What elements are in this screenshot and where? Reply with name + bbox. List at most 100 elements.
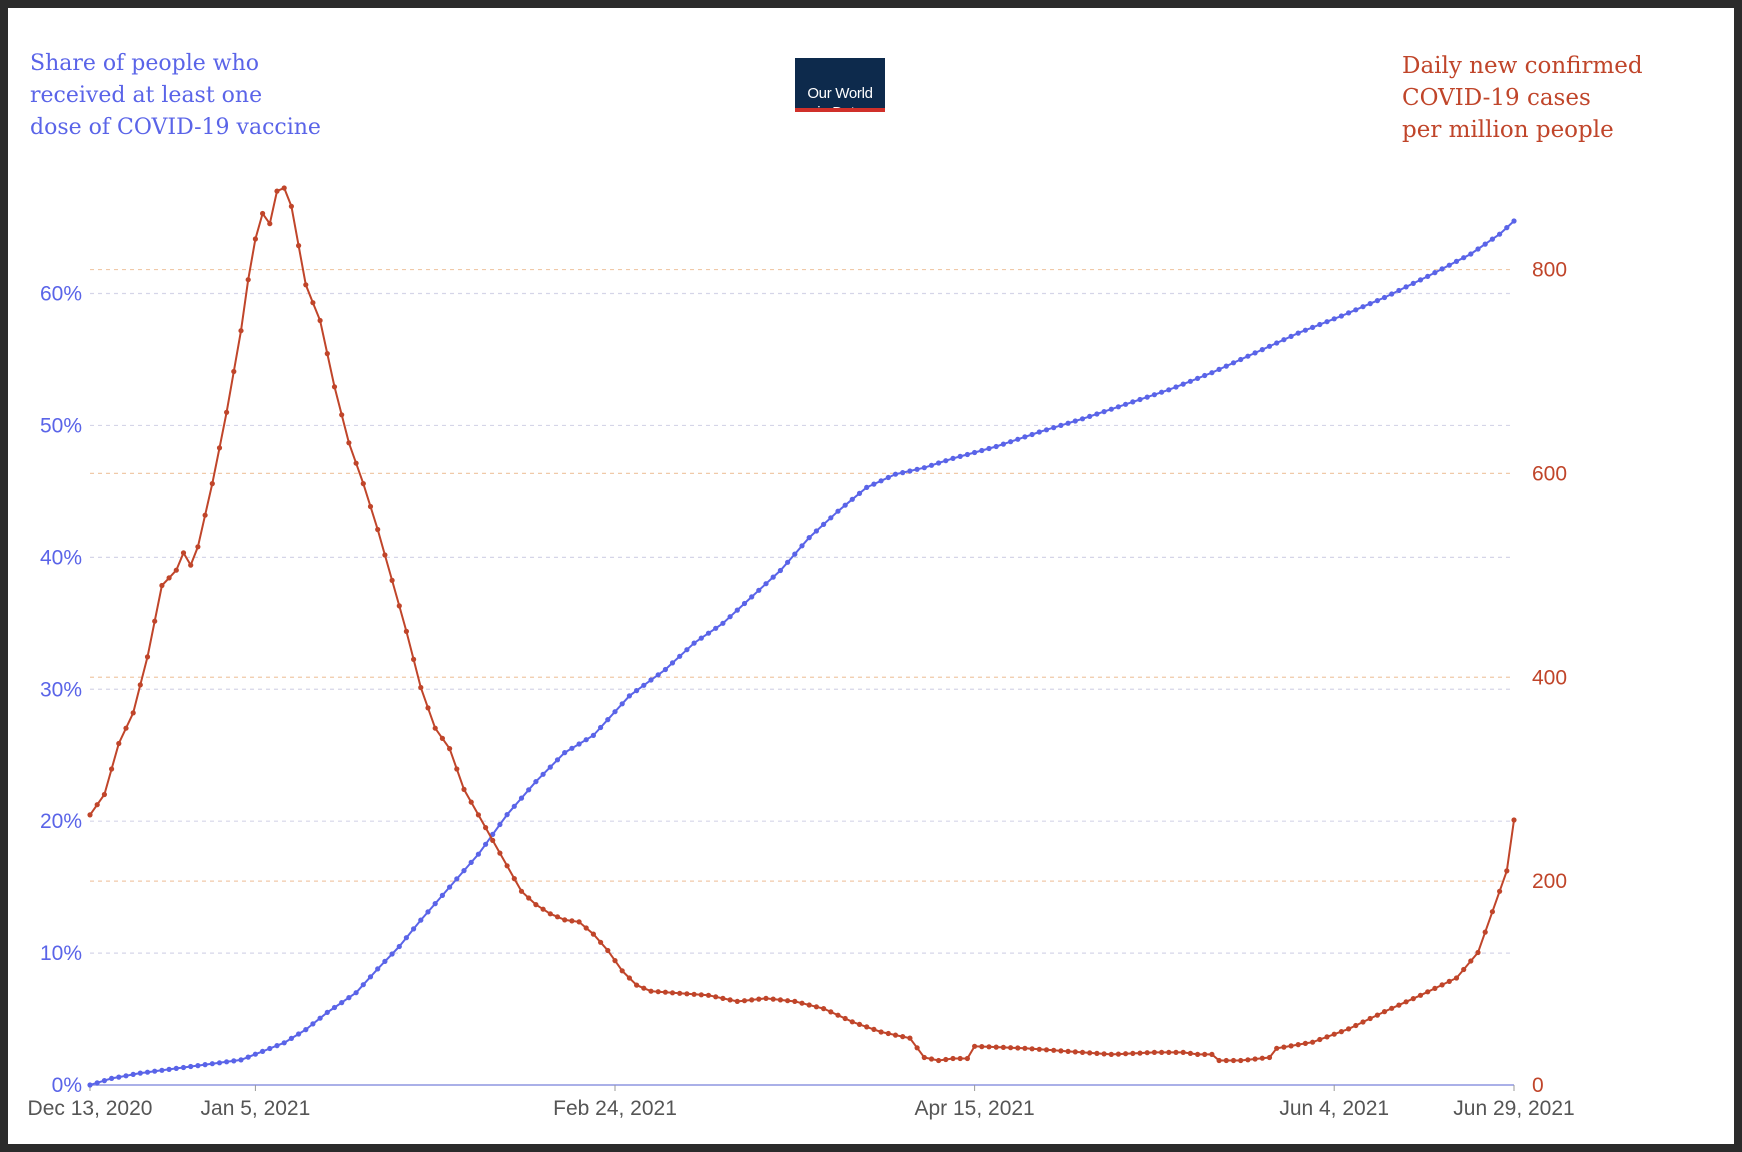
vaccination-data-point (540, 771, 546, 777)
x-tick-label: Feb 24, 2021 (553, 1097, 677, 1120)
cases-data-point (367, 503, 374, 510)
cases-data-point (979, 1044, 985, 1050)
vaccination-data-point (1130, 399, 1136, 405)
vaccination-data-point (1000, 441, 1007, 447)
cases-data-point (231, 368, 237, 375)
cases-data-point (1295, 1042, 1301, 1048)
vaccination-data-point (763, 581, 769, 587)
vaccination-data-point (950, 455, 956, 461)
cases-data-point (1381, 1009, 1388, 1015)
vaccination-data-point (331, 1004, 338, 1011)
vaccination-data-point (1453, 258, 1460, 264)
cases-data-point (166, 575, 172, 581)
cases-data-point (1036, 1046, 1042, 1052)
cases-data-point (87, 812, 93, 818)
vaccination-data-point (1511, 218, 1517, 224)
cases-data-point (993, 1044, 999, 1050)
cases-data-point (957, 1055, 963, 1062)
vaccination-data-point (159, 1067, 165, 1073)
x-tick-label: Jan 5, 2021 (201, 1097, 311, 1120)
cases-data-point (1022, 1045, 1028, 1051)
cases-data-point (1087, 1050, 1093, 1056)
vaccination-data-point (396, 943, 402, 950)
vaccination-data-point (1043, 427, 1050, 433)
vaccination-data-point (504, 812, 510, 818)
cases-data-point (224, 409, 230, 415)
cases-data-point (447, 746, 453, 752)
cases-data-point (1432, 985, 1438, 992)
cases-data-point (914, 1045, 920, 1051)
vaccination-data-point (94, 1080, 100, 1086)
cases-data-point (1310, 1039, 1316, 1045)
vaccination-data-point (101, 1078, 107, 1084)
vaccination-data-point (367, 974, 374, 980)
owid-logo[interactable]: Our World in Data (795, 58, 885, 121)
cases-data-point (720, 995, 726, 1002)
cases-data-point (1058, 1048, 1064, 1054)
vaccination-data-point (943, 458, 949, 464)
cases-data-point (274, 188, 280, 194)
x-tick-label: Apr 15, 2021 (914, 1097, 1034, 1120)
left-tick-label: 30% (40, 678, 82, 701)
cases-data-point (116, 740, 122, 747)
cases-data-point (590, 931, 597, 937)
vaccination-data-point (1108, 406, 1114, 412)
cases-data-point (1015, 1045, 1021, 1051)
cases-data-point (727, 997, 733, 1003)
cases-data-point (792, 998, 798, 1005)
vaccination-data-point (605, 717, 611, 723)
vaccination-data-point (209, 1061, 215, 1067)
cases-data-point (864, 1024, 870, 1030)
cases-data-point (1130, 1050, 1136, 1056)
vaccination-data-point (1015, 436, 1021, 442)
vaccination-data-point (964, 451, 971, 458)
right-axis-title: Daily new confirmed COVID-19 cases per m… (1402, 53, 1643, 143)
vaccination-data-point (1151, 392, 1157, 398)
cases-data-point (1065, 1048, 1071, 1054)
vaccination-data-point (252, 1051, 258, 1057)
vaccination-data-point (411, 926, 417, 932)
vaccination-data-point (483, 841, 489, 847)
vaccination-data-point (849, 496, 855, 502)
cases-data-point (734, 998, 740, 1005)
vaccination-data-point (317, 1015, 323, 1021)
vaccination-data-point (770, 574, 776, 580)
cases-data-point (662, 989, 669, 995)
cases-data-point (1331, 1031, 1337, 1037)
cases-data-point (583, 925, 589, 931)
vaccination-data-point (914, 466, 920, 472)
vaccination-data-point (626, 693, 633, 699)
vaccination-data-point (533, 779, 539, 785)
vaccination-data-point (792, 551, 798, 557)
cases-data-point (331, 384, 338, 390)
cases-data-point (1029, 1046, 1035, 1052)
cases-data-point (1511, 817, 1517, 823)
vaccination-data-point (1238, 356, 1244, 363)
vaccination-data-point (202, 1062, 208, 1068)
vaccination-data-point (655, 672, 661, 678)
vaccination-data-point (1094, 411, 1100, 417)
vaccination-data-point (1360, 304, 1366, 310)
vaccination-data-point (1173, 384, 1179, 390)
vaccination-data-point (497, 821, 503, 828)
vaccination-data-point (734, 607, 740, 613)
vaccination-data-point (267, 1045, 273, 1052)
cases-data-point (1051, 1047, 1057, 1053)
vaccination-data-point (439, 892, 445, 899)
cases-data-point (936, 1057, 942, 1064)
vaccination-data-point (993, 443, 999, 450)
vaccination-data-point (454, 876, 460, 882)
cases-data-point (1159, 1049, 1165, 1055)
cases-data-point (1403, 999, 1409, 1005)
vaccination-data-point (662, 666, 669, 673)
vaccination-data-point (1051, 425, 1057, 431)
cases-data-point (216, 445, 223, 451)
cases-data-point (1230, 1057, 1237, 1064)
cases-data-point (303, 282, 309, 288)
cases-data-point (1166, 1049, 1172, 1055)
vaccination-data-point (274, 1043, 280, 1049)
cases-data-point (1475, 949, 1481, 956)
vaccination-data-point (856, 490, 863, 496)
cases-data-point (518, 888, 525, 894)
cases-data-point (785, 998, 791, 1004)
